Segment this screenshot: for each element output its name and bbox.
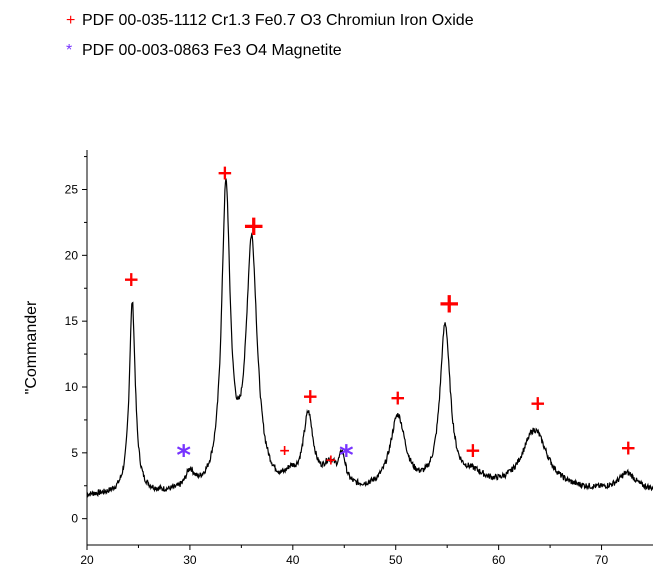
y-tick-label: 15 (65, 314, 79, 328)
y-tick-label: 5 (71, 446, 78, 460)
legend-label: PDF 00-035-1112 Cr1.3 Fe0.7 O3 Chromiun … (82, 12, 474, 29)
y-tick-label: 0 (71, 512, 78, 526)
x-tick-label: 30 (183, 553, 197, 567)
plus-marker: + (242, 209, 265, 242)
star-marker: * (176, 438, 191, 471)
annotation-layer: +++++++++++* * (123, 160, 637, 471)
axes: 20 30 40 50 60 70 0 5 10 15 20 25 "Commander (23, 150, 653, 567)
x-tick-label: 20 (80, 553, 94, 567)
plus-marker: + (123, 267, 140, 291)
series-layer (86, 178, 653, 498)
y-tick-label: 10 (65, 380, 79, 394)
legend-label: PDF 00-003-0863 Fe3 O4 Magnetite (82, 42, 342, 59)
legend: + PDF 00-035-1112 Cr1.3 Fe0.7 O3 Chromiun… (66, 6, 474, 66)
plus-marker: + (279, 443, 291, 459)
x-tick-label: 40 (286, 553, 300, 567)
star-marker: * (339, 438, 354, 471)
plus-marker-icon: + (66, 12, 76, 29)
plus-marker: + (529, 391, 546, 415)
legend-item-magnetite: * PDF 00-003-0863 Fe3 O4 Magnetite (66, 36, 474, 66)
diffraction-pattern-line (86, 178, 653, 498)
y-axis-label: "Commander (23, 300, 40, 394)
y-tick-label: 20 (65, 248, 79, 262)
plus-marker: + (389, 386, 406, 410)
legend-item-chromium-iron-oxide: + PDF 00-035-1112 Cr1.3 Fe0.7 O3 Chromiun… (66, 6, 474, 36)
plus-marker: + (217, 160, 234, 184)
plus-marker: + (465, 438, 482, 462)
y-tick-label: 25 (65, 183, 79, 197)
plus-marker: + (620, 436, 637, 460)
x-tick-label: 70 (595, 553, 609, 567)
x-tick-label: 60 (492, 553, 506, 567)
x-tick-label: 50 (389, 553, 403, 567)
plus-marker: + (325, 452, 337, 468)
star-marker-icon: * (66, 42, 73, 59)
plus-marker: + (302, 384, 319, 408)
plus-marker: + (438, 287, 461, 320)
